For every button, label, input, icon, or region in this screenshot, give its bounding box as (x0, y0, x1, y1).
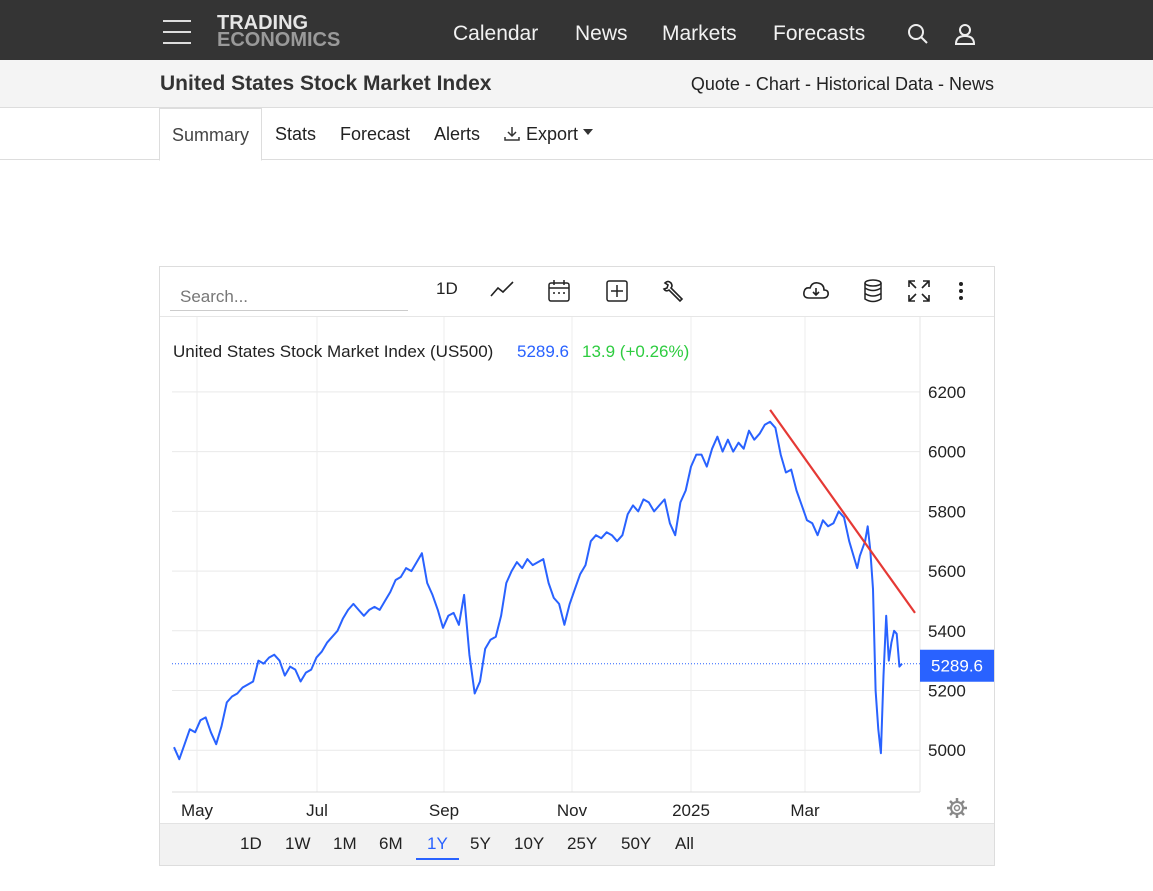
price-chart[interactable]: United States Stock Market Index (US500)… (160, 317, 994, 825)
series-last-value: 5289.6 (517, 342, 569, 361)
range-button-5y[interactable]: 5Y (470, 834, 491, 853)
range-button-6m[interactable]: 6M (379, 834, 403, 853)
x-tick-label: May (181, 801, 214, 820)
tab-stats[interactable]: Stats (275, 124, 317, 144)
logo-line1: TRADING (217, 12, 309, 34)
settings-gear-icon[interactable] (947, 798, 967, 818)
search-icon[interactable] (906, 22, 930, 46)
series-layer (172, 409, 920, 761)
tab-bar: Summary Stats Forecast Alerts Export (0, 108, 1153, 161)
link-historical-data[interactable]: Historical Data (815, 74, 933, 94)
fullscreen-icon[interactable] (907, 279, 931, 308)
chart-widget: 1D United States Stock Market Index (US5… (159, 266, 995, 866)
range-button-25y[interactable]: 25Y (567, 834, 598, 853)
range-button-10y[interactable]: 10Y (514, 834, 545, 853)
cloud-download-icon[interactable] (802, 279, 830, 308)
add-indicator-icon[interactable] (605, 279, 629, 308)
logo[interactable]: TRADING ECONOMICS (217, 12, 341, 51)
download-icon (503, 124, 521, 144)
x-tick-label: 2025 (672, 801, 710, 820)
calendar-icon[interactable] (547, 279, 571, 308)
trendline[interactable] (769, 409, 916, 614)
user-icon[interactable] (953, 22, 977, 46)
link-quote[interactable]: Quote (690, 74, 740, 94)
wrench-icon[interactable] (661, 279, 685, 308)
caret-down-icon (583, 124, 594, 144)
menu-icon[interactable] (163, 20, 191, 44)
subheader: United States Stock Market Index Quote - C… (0, 60, 1153, 108)
range-button-50y[interactable]: 50Y (621, 834, 652, 853)
export-label: Export (526, 124, 579, 144)
tab-alerts[interactable]: Alerts (434, 124, 481, 144)
range-selector: 1D 1W 1M 6M 1Y 5Y 10Y 25Y 50Y All (160, 823, 994, 865)
link-news[interactable]: News (948, 74, 994, 94)
nav-calendar[interactable]: Calendar (453, 22, 539, 45)
top-navbar: TRADING ECONOMICS Calendar News Markets … (0, 0, 1153, 60)
range-button-1w[interactable]: 1W (285, 834, 311, 853)
y-tick-label: 5400 (928, 622, 966, 641)
interval-button[interactable]: 1D (436, 279, 458, 298)
series-line (173, 420, 903, 761)
range-button-1y[interactable]: 1Y (416, 834, 459, 860)
y-tick-label: 6000 (928, 443, 966, 462)
y-tick-label: 5000 (928, 741, 966, 760)
series-name: United States Stock Market Index (US500) (173, 342, 493, 361)
tab-summary[interactable]: Summary (159, 108, 263, 161)
tab-forecast[interactable]: Forecast (340, 124, 411, 144)
nav-forecasts[interactable]: Forecasts (773, 22, 866, 45)
subheader-links: Quote - Chart - Historical Data - News (690, 74, 994, 94)
more-options-icon[interactable] (957, 279, 965, 308)
link-chart[interactable]: Chart (755, 74, 800, 94)
nav-markets[interactable]: Markets (662, 22, 737, 45)
y-tick-label: 5800 (928, 502, 966, 521)
logo-line2: ECONOMICS (217, 29, 341, 51)
range-button-1m[interactable]: 1M (333, 834, 357, 853)
last-price-badge: 5289.6 (920, 649, 994, 682)
y-tick-label: 6200 (928, 383, 966, 402)
x-tick-label: Jul (306, 801, 328, 820)
range-button-all[interactable]: All (675, 834, 694, 853)
nav-news[interactable]: News (575, 22, 628, 45)
last-price-badge-label: 5289.6 (931, 657, 983, 676)
chart-grid (172, 317, 921, 793)
chart-toolbar: 1D (160, 267, 994, 317)
y-tick-label: 5200 (928, 681, 966, 700)
series-change: 13.9 (+0.26%) (582, 342, 689, 361)
database-icon[interactable] (863, 279, 883, 308)
y-tick-label: 5600 (928, 562, 966, 581)
x-tick-label: Nov (557, 801, 588, 820)
symbol-search-input[interactable] (170, 283, 408, 311)
x-tick-label: Mar (790, 801, 820, 820)
tab-export[interactable]: Export (503, 108, 594, 160)
line-chart-icon[interactable] (490, 279, 514, 304)
x-tick-label: Sep (429, 801, 459, 820)
page-title: United States Stock Market Index (160, 72, 492, 95)
x-axis: May Jul Sep Nov 2025 Mar (181, 801, 820, 820)
range-button-1d[interactable]: 1D (240, 834, 262, 853)
last-price-badge-bg (920, 649, 994, 682)
y-axis: 6200 6000 5800 5600 5400 5200 5000 (928, 383, 966, 760)
